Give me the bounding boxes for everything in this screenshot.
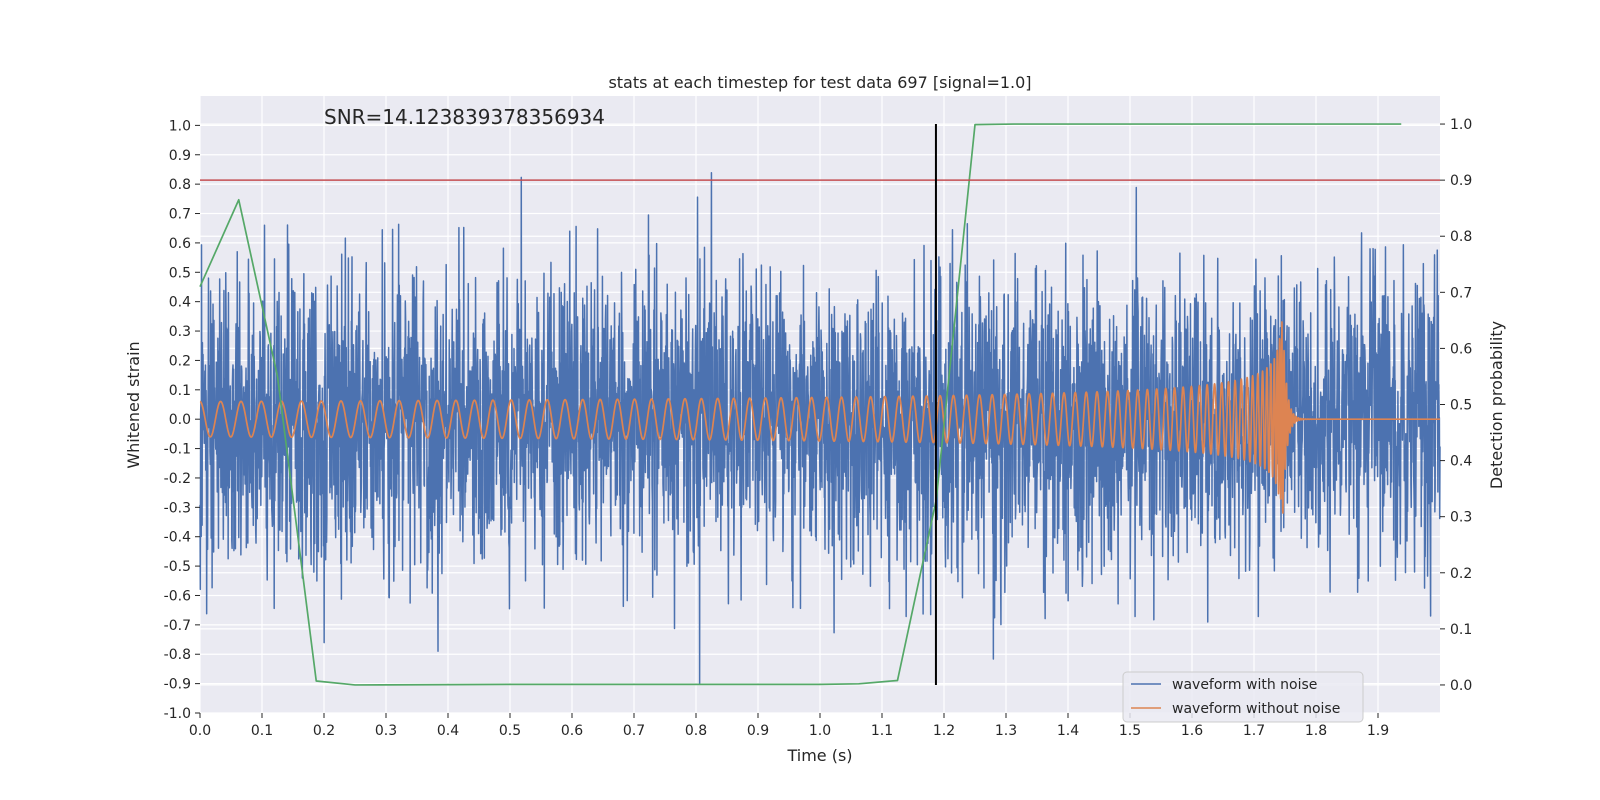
x-tick-label: 1.6 (1181, 723, 1203, 739)
y-tick-label: -0.7 (164, 618, 191, 634)
x-tick-label: 0.3 (375, 723, 397, 739)
y-tick-label: 0.5 (169, 265, 191, 281)
y-tick-label: -0.4 (164, 530, 191, 546)
x-tick-label: 0.0 (189, 723, 211, 739)
series-line-2 (199, 123, 1402, 686)
x-tick-label: 1.0 (809, 723, 831, 739)
series-layer (199, 123, 1441, 686)
axes-layer: 0.0 0.1 0.2 0.3 0.4 0.5 0.6 0.7 0.8 0.9 1.0 1.1 1.2 1… (164, 117, 1473, 739)
x-tick-label: 0.9 (747, 723, 769, 739)
y-tick-label: -0.2 (164, 471, 191, 487)
y-tick-label: -0.6 (164, 588, 191, 604)
y-axis-label: Whitened strain (124, 341, 143, 468)
x-tick-label: 0.5 (499, 723, 521, 739)
y2-tick-label: 0.8 (1450, 229, 1472, 245)
y-tick-label: -1.0 (164, 706, 191, 722)
y-tick-label: 0.4 (169, 295, 191, 311)
x-tick-label: 0.6 (561, 723, 583, 739)
y2-tick-label: 0.5 (1450, 398, 1472, 414)
y-tick-label: 0.1 (169, 383, 191, 399)
y2-tick-label: 0.3 (1450, 510, 1472, 526)
x-tick-label: 0.4 (437, 723, 459, 739)
x-tick-label: 1.8 (1305, 723, 1327, 739)
x-axis-label: Time (s) (786, 746, 852, 765)
y2-tick-label: 1.0 (1450, 117, 1472, 133)
x-tick-label: 1.7 (1243, 723, 1265, 739)
x-tick-label: 0.7 (623, 723, 645, 739)
y2-tick-label: 0.7 (1450, 285, 1472, 301)
x-tick-label: 0.2 (313, 723, 335, 739)
y-tick-label: 1.0 (169, 118, 191, 134)
y-tick-label: -0.9 (164, 677, 191, 693)
y2-tick-label: 0.6 (1450, 341, 1472, 357)
x-tick-label: 1.4 (1057, 723, 1079, 739)
series-line-0 (199, 172, 1441, 685)
y-tick-label: 0.3 (169, 324, 191, 340)
y2-axis-label: Detection probability (1487, 321, 1506, 489)
y-tick-label: -0.3 (164, 500, 191, 516)
x-tick-label: 1.1 (871, 723, 893, 739)
snr-annotation: SNR=14.123839378356934 (324, 105, 605, 129)
legend: waveform with noise waveform without noi… (1122, 671, 1364, 723)
y-tick-label: -0.8 (164, 647, 191, 663)
y2-tick-label: 0.2 (1450, 566, 1472, 582)
y2-tick-label: 0.4 (1450, 454, 1472, 470)
chart-title: stats at each timestep for test data 697… (608, 73, 1031, 92)
y-tick-label: -0.5 (164, 559, 191, 575)
x-tick-label: 1.5 (1119, 723, 1141, 739)
y-tick-label: 0.6 (169, 236, 191, 252)
legend-label-noise: waveform with noise (1172, 677, 1317, 693)
x-tick-label: 1.2 (933, 723, 955, 739)
series-line-1 (199, 321, 1441, 514)
x-tick-label: 1.9 (1367, 723, 1389, 739)
y-tick-label: 0.9 (169, 148, 191, 164)
x-tick-label: 0.1 (251, 723, 273, 739)
y-tick-label: 0.8 (169, 177, 191, 193)
y-tick-label: 0.0 (169, 412, 191, 428)
y2-tick-label: 0.0 (1450, 678, 1472, 694)
legend-label-clean: waveform without noise (1172, 701, 1340, 717)
y-tick-label: -0.1 (164, 442, 191, 458)
x-tick-label: 0.8 (685, 723, 707, 739)
y2-tick-label: 0.1 (1450, 622, 1472, 638)
y-tick-label: 0.2 (169, 353, 191, 369)
y-tick-label: 0.7 (169, 207, 191, 223)
y2-tick-label: 0.9 (1450, 173, 1472, 189)
legend-box (1122, 671, 1364, 723)
x-tick-label: 1.3 (995, 723, 1017, 739)
